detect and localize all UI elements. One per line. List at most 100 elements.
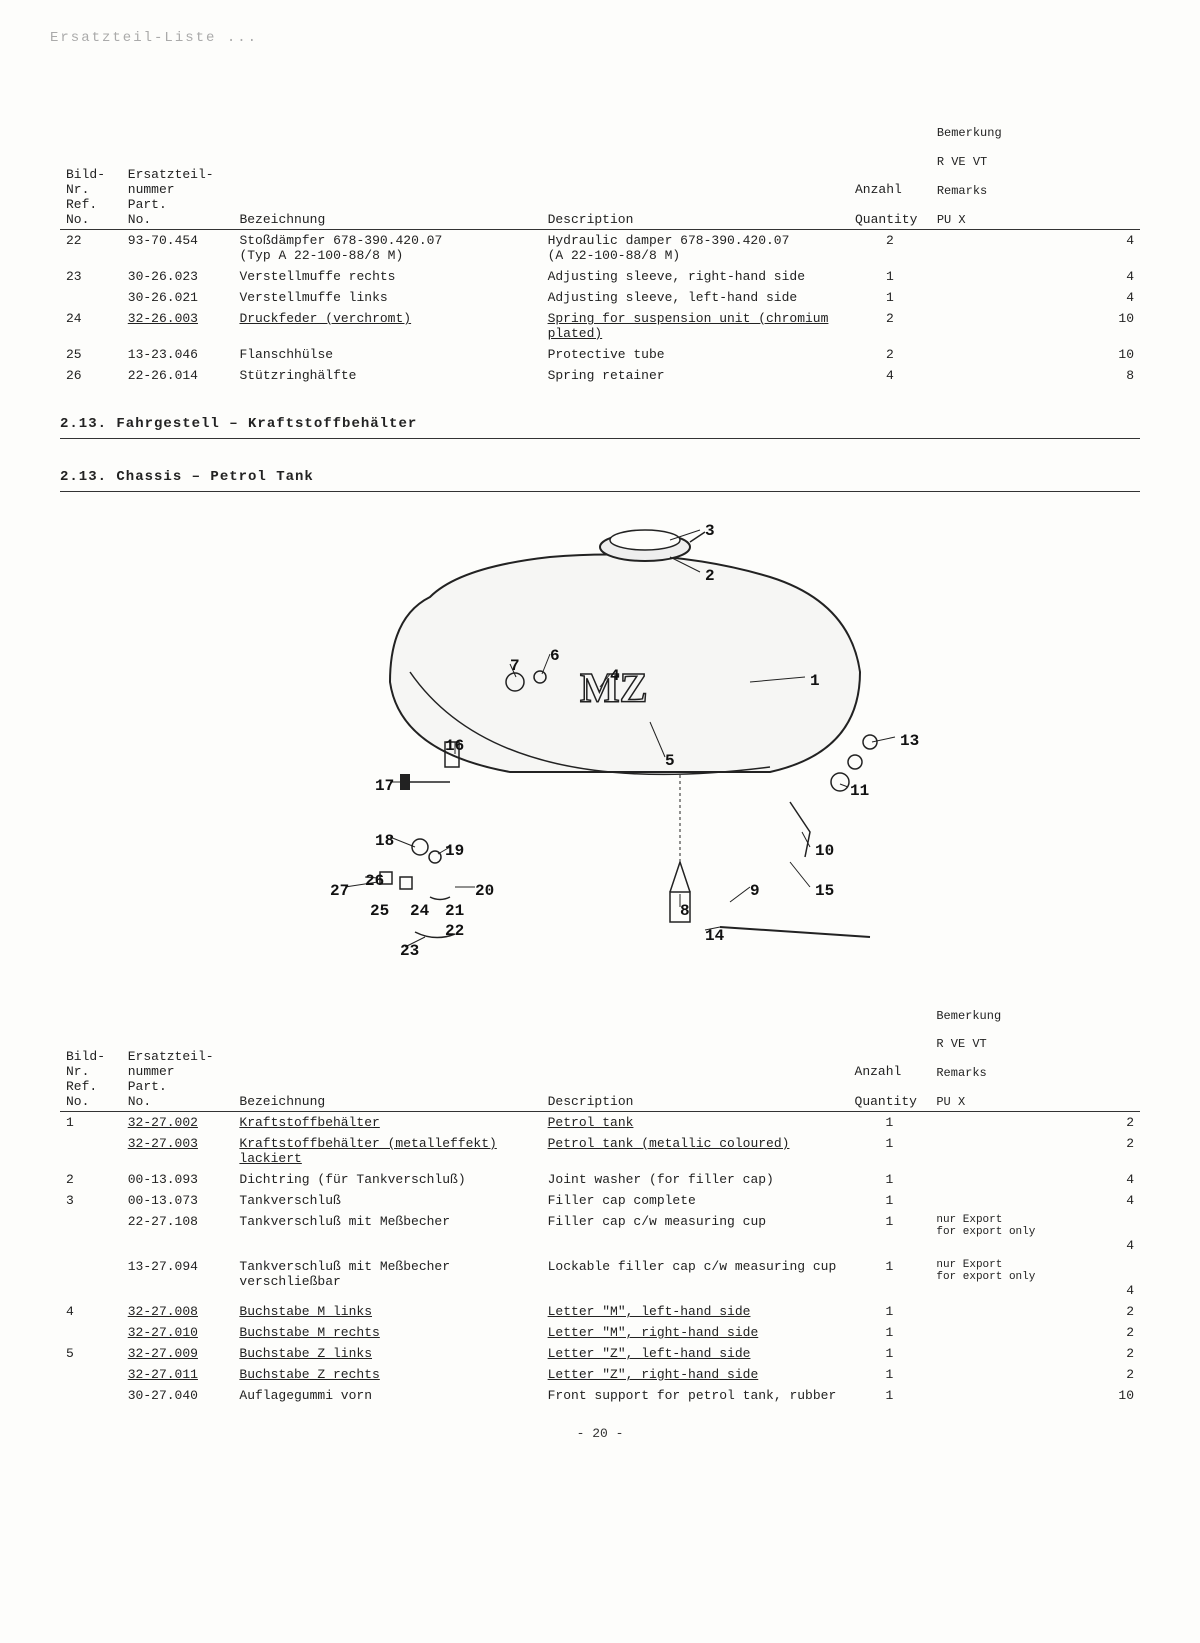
cell-part: 00-13.093 (122, 1169, 234, 1190)
cell-part: 13-23.046 (122, 344, 234, 365)
cell-part: 32-27.002 (122, 1112, 234, 1134)
cell-desc: Filler cap complete (542, 1190, 849, 1211)
hdr-desc: Description (542, 110, 849, 230)
callout-26: 26 (365, 872, 384, 890)
cell-bez: Kraftstoffbehälter (233, 1112, 541, 1134)
cell-desc: Filler cap c/w measuring cup (542, 1211, 849, 1256)
cell-bez: Flanschhülse (233, 344, 541, 365)
hdr-part: Ersatzteil- nummer Part. No. (122, 110, 234, 230)
top-table-body: 2293-70.454Stoßdämpfer 678-390.420.07(Ty… (60, 230, 1140, 387)
cell-ref: 24 (60, 308, 122, 344)
hdr-qty-2: Anzahl Quantity (849, 992, 931, 1112)
cell-rem: 2 (930, 1112, 1140, 1134)
cell-qty: 1 (849, 1385, 931, 1406)
cell-part: 30-26.023 (122, 266, 234, 287)
cell-ref (60, 1364, 122, 1385)
cell-qty: 1 (849, 1301, 931, 1322)
hdr-ref: Bild- Nr. Ref. No. (60, 110, 122, 230)
callout-19: 19 (445, 842, 464, 860)
cell-desc: Spring for suspension unit (chromium pla… (542, 308, 849, 344)
table-row: 30-27.040Auflagegummi vornFront support … (60, 1385, 1140, 1406)
tank-svg: MZ (250, 502, 950, 972)
cell-rem: 8 (931, 365, 1140, 386)
hdr-bez: Bezeichnung (233, 110, 541, 230)
hdr-ref-2: Bild- Nr. Ref. No. (60, 992, 122, 1112)
callout-21: 21 (445, 902, 464, 920)
cell-rem: 2 (930, 1133, 1140, 1169)
cell-rem: 10 (931, 308, 1140, 344)
cell-rem: nur Exportfor export only4 (930, 1256, 1140, 1301)
table-row: 132-27.002KraftstoffbehälterPetrol tank1… (60, 1112, 1140, 1134)
callout-23: 23 (400, 942, 419, 960)
cell-bez: Stützringhälfte (233, 365, 541, 386)
cell-qty: 1 (849, 266, 931, 287)
cell-bez: Druckfeder (verchromt) (233, 308, 541, 344)
table-row: 2513-23.046FlanschhülseProtective tube21… (60, 344, 1140, 365)
hdr-rem-4: PU X (937, 213, 966, 227)
cell-bez: Buchstabe M links (233, 1301, 541, 1322)
cell-ref (60, 1133, 122, 1169)
hdr-remarks-2: Bemerkung R VE VT Remarks PU X (930, 992, 1140, 1112)
callout-15: 15 (815, 882, 834, 900)
table-row: 300-13.073TankverschlußFiller cap comple… (60, 1190, 1140, 1211)
table-row: 32-27.003Kraftstoffbehälter (metalleffek… (60, 1133, 1140, 1169)
cell-part: 00-13.073 (122, 1190, 234, 1211)
cell-qty: 2 (849, 344, 931, 365)
table-row: 432-27.008Buchstabe M linksLetter "M", l… (60, 1301, 1140, 1322)
cell-desc: Spring retainer (542, 365, 849, 386)
table-row: 30-26.021Verstellmuffe linksAdjusting sl… (60, 287, 1140, 308)
callout-27: 27 (330, 882, 349, 900)
cell-part: 22-26.014 (122, 365, 234, 386)
cell-ref (60, 1385, 122, 1406)
cell-ref (60, 1322, 122, 1343)
callout-11: 11 (850, 782, 869, 800)
callout-20: 20 (475, 882, 494, 900)
cell-rem: 4 (930, 1190, 1140, 1211)
bottom-parts-table: Bild- Nr. Ref. No. Ersatzteil- nummer Pa… (60, 992, 1140, 1406)
cell-ref (60, 287, 122, 308)
cell-qty: 1 (849, 1112, 931, 1134)
callout-1: 1 (810, 672, 820, 690)
tank-diagram: MZ (250, 502, 950, 972)
cell-ref: 22 (60, 230, 122, 267)
table-header-2: Bild- Nr. Ref. No. Ersatzteil- nummer Pa… (60, 992, 1140, 1112)
hdr-rem2-3: Remarks (936, 1066, 986, 1080)
cell-ref: 25 (60, 344, 122, 365)
scan-noise: Ersatzteil-Liste ... (50, 30, 258, 46)
bottom-table-body: 132-27.002KraftstoffbehälterPetrol tank1… (60, 1112, 1140, 1407)
callout-22: 22 (445, 922, 464, 940)
cell-rem: 4 (931, 287, 1140, 308)
table-row: 2622-26.014StützringhälfteSpring retaine… (60, 365, 1140, 386)
callout-13: 13 (900, 732, 919, 750)
cell-qty: 1 (849, 1211, 931, 1256)
hdr-bez-2: Bezeichnung (233, 992, 541, 1112)
table-row: 13-27.094Tankverschluß mit Meßbecher ver… (60, 1256, 1140, 1301)
cell-part: 32-26.003 (122, 308, 234, 344)
hdr-rem-3: Remarks (937, 184, 987, 198)
cell-qty: 1 (849, 1256, 931, 1301)
callout-14: 14 (705, 927, 724, 945)
cell-ref: 23 (60, 266, 122, 287)
cell-bez: Buchstabe Z links (233, 1343, 541, 1364)
cell-qty: 1 (849, 1343, 931, 1364)
cell-part: 32-27.003 (122, 1133, 234, 1169)
section-title-en: 2.13. Chassis – Petrol Tank (60, 469, 1140, 485)
cell-rem: 4 (931, 266, 1140, 287)
cell-ref: 26 (60, 365, 122, 386)
cell-desc: Adjusting sleeve, left-hand side (542, 287, 849, 308)
cell-qty: 1 (849, 287, 931, 308)
cell-desc: Letter "Z", left-hand side (542, 1343, 849, 1364)
cell-bez: Auflagegummi vorn (233, 1385, 541, 1406)
cell-ref: 5 (60, 1343, 122, 1364)
cell-desc: Letter "M", left-hand side (542, 1301, 849, 1322)
cell-qty: 1 (849, 1169, 931, 1190)
cell-rem: 2 (930, 1322, 1140, 1343)
section-rule-1 (60, 438, 1140, 439)
cell-desc: Lockable filler cap c/w measuring cup (542, 1256, 849, 1301)
cell-desc: Petrol tank (542, 1112, 849, 1134)
hdr-remarks: Bemerkung R VE VT Remarks PU X (931, 110, 1140, 230)
callout-5: 5 (665, 752, 675, 770)
section-rule-2 (60, 491, 1140, 492)
cell-ref (60, 1211, 122, 1256)
cell-rem: 2 (930, 1364, 1140, 1385)
